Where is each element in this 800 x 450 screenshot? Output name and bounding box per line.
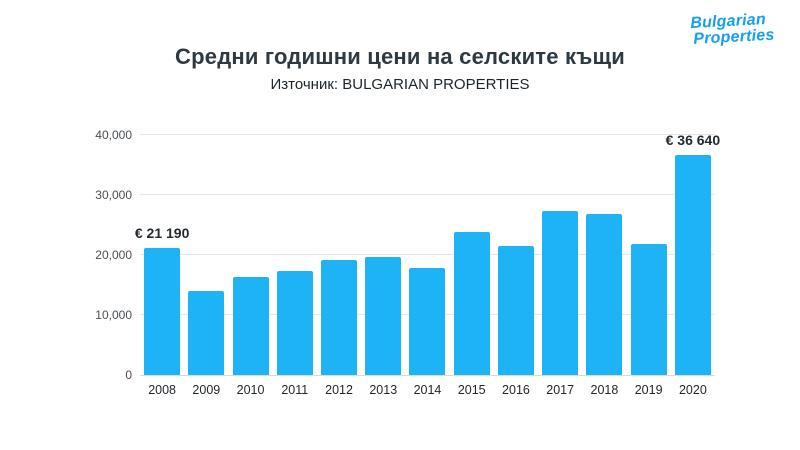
- y-tick-label: 10,000: [95, 308, 132, 322]
- bar-column-2018: 2018: [582, 135, 626, 397]
- gridline: [140, 194, 715, 195]
- y-tick-label: 20,000: [95, 248, 132, 262]
- bar-2011: [276, 271, 313, 375]
- x-tick-label: 2009: [192, 383, 221, 397]
- bar-column-2017: 2017: [538, 135, 582, 397]
- x-tick-label: 2019: [634, 383, 663, 397]
- chart-title: Средни годишни цени на селските къщи: [175, 44, 625, 69]
- bar-column-2015: 2015: [450, 135, 494, 397]
- bar-column-2014: 2014: [405, 135, 449, 397]
- bar-2014: [409, 268, 446, 375]
- x-tick-label: 2017: [546, 383, 575, 397]
- x-tick-label: 2011: [281, 383, 309, 397]
- y-axis: 0 10,000 20,000 30,000 40,000: [88, 128, 132, 382]
- value-annotation-2008: € 21 190: [134, 225, 190, 241]
- y-tick-label: 40,000: [95, 128, 132, 142]
- x-tick-label: 2015: [457, 383, 486, 397]
- bar-2018: [586, 214, 623, 375]
- x-tick-label: 2016: [502, 383, 530, 397]
- bar-column-2012: 2012: [317, 135, 361, 397]
- bar-2008: [144, 248, 181, 375]
- plot-area: 2008 € 21 190 2009 2010 2011 2012 2013 2014 2015…: [135, 132, 721, 397]
- bar-2013: [365, 257, 402, 375]
- gridline: [140, 375, 715, 376]
- gridline: [140, 134, 715, 135]
- bar-2019: [630, 244, 667, 375]
- bar-2010: [232, 277, 269, 375]
- x-tick-label: 2008: [148, 383, 177, 397]
- bar-column-2013: 2013: [361, 135, 405, 397]
- bar-column-2019: 2019: [627, 135, 671, 397]
- x-tick-label: 2020: [678, 383, 707, 397]
- bar-2017: [542, 211, 579, 375]
- bar-column-2009: 2009: [184, 135, 228, 397]
- bar-column-2011: 2011: [273, 135, 317, 397]
- x-tick-label: 2018: [590, 383, 619, 397]
- x-tick-label: 2014: [413, 383, 442, 397]
- bar-column-2010: 2010: [228, 135, 272, 397]
- gridline: [140, 254, 715, 255]
- y-tick-label: 0: [125, 368, 132, 382]
- y-tick-label: 30,000: [95, 188, 132, 202]
- x-tick-label: 2013: [369, 383, 398, 397]
- bar-2016: [497, 246, 534, 375]
- bar-2012: [321, 260, 358, 375]
- bar-2015: [453, 232, 490, 375]
- chart-subtitle: Източник: BULGARIAN PROPERTIES: [270, 76, 530, 93]
- x-tick-label: 2010: [236, 383, 265, 397]
- bar-column-2016: 2016: [494, 135, 538, 397]
- bar-column-2008: 2008 € 21 190: [135, 135, 190, 397]
- bar-column-2020: 2020 € 36 640: [666, 132, 721, 397]
- brand-logo: Bulgarian Properties: [682, 11, 775, 49]
- x-tick-label: 2012: [325, 383, 353, 397]
- bar-2020: [674, 155, 711, 375]
- value-annotation-2020: € 36 640: [665, 132, 721, 148]
- bar-2009: [188, 291, 225, 375]
